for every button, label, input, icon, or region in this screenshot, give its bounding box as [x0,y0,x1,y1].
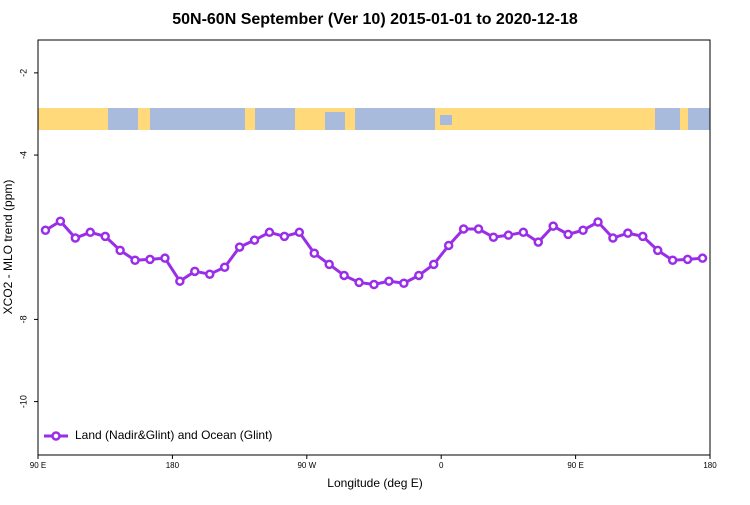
plot-frame [37,39,711,456]
data-point [428,259,439,270]
data-point [279,231,290,242]
data-point [40,225,51,235]
data-point [503,230,514,240]
y-tick-label: -10 [18,395,28,408]
x-tick-label: 90 W [297,461,316,470]
data-point [115,245,125,256]
data-point [354,277,364,288]
data-point [264,227,275,238]
data-point [130,255,140,265]
data-point [145,254,155,265]
data-point [443,240,454,251]
x-axis-label: Longitude (deg E) [327,476,422,490]
data-point [249,235,260,245]
series-line [44,219,703,287]
map-water [150,108,245,130]
legend-label: Land (Nadir&Glint) and Ocean (Glint) [75,428,272,442]
data-point [652,245,663,256]
data-point [369,279,379,290]
map-water [255,108,295,130]
data-point [190,266,200,277]
data-point [578,225,588,235]
x-tick-label: 180 [703,461,717,470]
data-point [697,253,708,263]
legend-marker [51,431,61,441]
data-point [294,227,305,238]
data-point [608,233,618,243]
data-point [100,231,110,242]
map-water [655,108,680,130]
map-strip [38,108,710,130]
map-water [688,108,710,130]
data-point [682,254,693,265]
data-point [234,242,245,252]
data-point [324,259,334,270]
data-point [593,217,603,227]
data-point [219,262,230,272]
x-tick-label: 90 E [30,461,46,470]
data-point [414,270,424,281]
y-tick-label: -4 [18,151,28,159]
data-point [548,221,558,231]
y-tick-label: -8 [18,315,28,323]
data-point [563,229,573,240]
data-point [518,227,529,238]
map-water [108,108,138,130]
data-point [175,276,185,286]
data-point [533,237,544,247]
data-point [85,227,96,238]
data-point [458,224,469,234]
data-point [339,270,349,281]
data-point [488,232,499,242]
data-point [473,224,484,234]
data-point [399,278,409,288]
data-point [623,228,633,238]
data-point [667,255,678,265]
data-point [638,231,648,242]
chart-title: 50N-60N September (Ver 10) 2015-01-01 to… [172,11,578,28]
data-point [309,248,320,259]
y-tick-label: -2 [18,69,28,77]
x-tick-label: 180 [166,461,180,470]
data-point [55,216,66,226]
map-water [440,115,452,125]
data-point [384,276,394,286]
map-water [355,108,435,130]
data-point [70,233,81,243]
x-tick-label: 90 E [567,461,583,470]
x-tick-label: 0 [439,461,444,470]
y-axis-label: XCO2 - MLO trend (ppm) [1,180,15,315]
map-water [325,112,345,130]
data-point [160,253,170,263]
data-point [204,269,215,279]
